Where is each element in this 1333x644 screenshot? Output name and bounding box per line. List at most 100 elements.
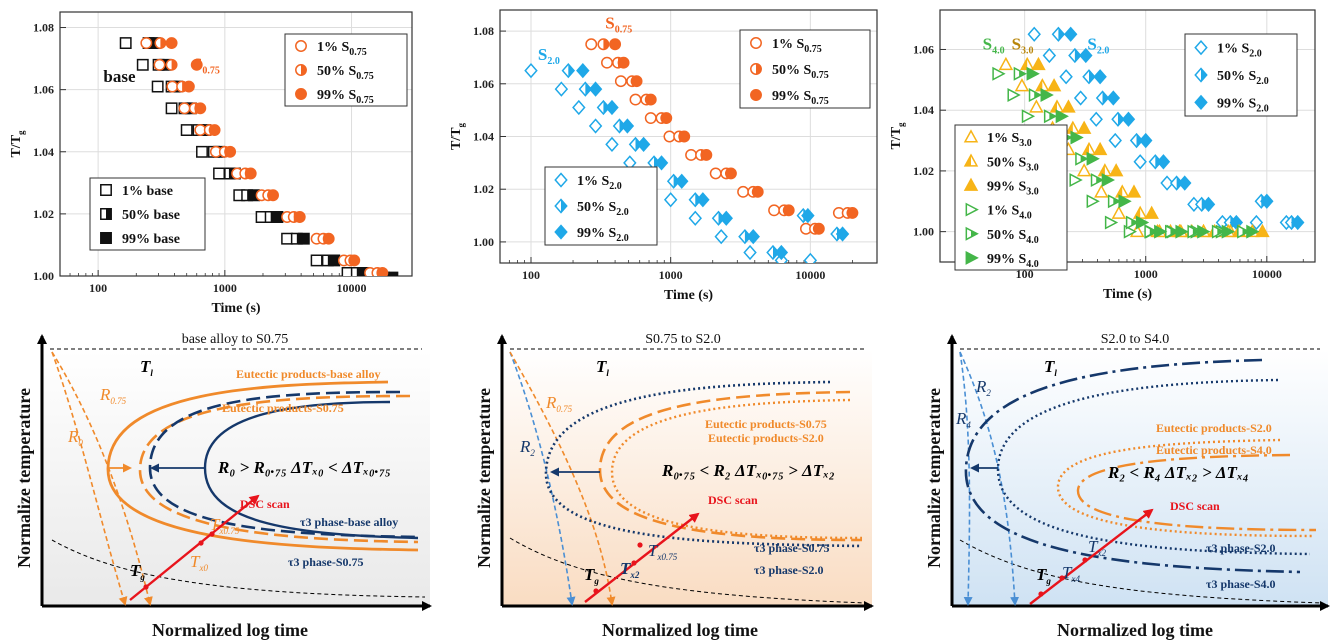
- data-point: [554, 81, 569, 97]
- data-point-fill: [1217, 228, 1224, 235]
- series-99-s4-0: [1026, 66, 1260, 239]
- diagram-xlabel: Normalized log time: [152, 620, 308, 640]
- diagram-panel-a: [37, 334, 432, 611]
- data-point: [524, 62, 538, 79]
- data-point: [998, 56, 1014, 71]
- legend-left: 1% S3.0 50% S3.0 99% S3.0 1% S4.0 50% S4.0 99…: [954, 124, 1068, 271]
- data-point: [719, 210, 733, 226]
- data-point: [1135, 215, 1150, 230]
- curve-label-eutectic-s4: Eutectic products-S4.0: [1156, 443, 1272, 457]
- diagram-background: [952, 350, 1328, 606]
- legend-marker: [295, 88, 307, 100]
- diagram-b-text: S0.75 to S2.0 Normalized log time Normal…: [474, 332, 835, 640]
- x-tick-label: 10000: [795, 268, 825, 282]
- curve-label-eutectic-s2: Eutectic products-S2.0: [708, 431, 824, 445]
- legend-label: 1% S4.0: [987, 204, 1032, 222]
- legend-label: 50% base: [122, 208, 180, 223]
- relation-text: R₀ > R₀.₇₅ ΔTₓ₀ < ΔTₓ₀.₇₅: [217, 458, 391, 477]
- legend-top-right: 1% S0.75 50% S0.75 99% S0.75: [284, 33, 408, 107]
- glass-transition-curve: [959, 539, 1323, 604]
- data-point-fill: [1066, 122, 1073, 134]
- data-point: [835, 226, 850, 242]
- chart-annotation: S3.0: [1012, 34, 1034, 56]
- data-point: [1160, 175, 1174, 191]
- data-point: [1086, 194, 1100, 209]
- data-point: [1291, 214, 1305, 231]
- data-point: [803, 252, 818, 263]
- legend-label: 1% base: [122, 184, 173, 199]
- y-tick-label: 1.08: [33, 21, 54, 35]
- tau3-curve-base: [203, 400, 419, 540]
- legend-marker: [965, 250, 979, 265]
- legend-marker-fill: [1201, 68, 1207, 82]
- data-point: [1076, 163, 1092, 177]
- data-point-fill: [603, 39, 609, 50]
- legend-top-right: 1% S0.75 50% S0.75 99% S0.75: [739, 29, 871, 109]
- data-point: [1246, 224, 1260, 239]
- chart-panel-a: 100 1000 10000 1.00 1.02 1.04 1.06 1.08 Time (s)…: [9, 11, 413, 316]
- data-point: [1126, 184, 1142, 198]
- x-axis-label: Time (s): [211, 301, 260, 316]
- cooling-curve-r075: [51, 351, 153, 606]
- legend-label: 99% S4.0: [987, 252, 1039, 270]
- legend-label: 50% S4.0: [987, 228, 1039, 246]
- y-axis-label: T/Tg: [889, 122, 906, 150]
- data-point: [678, 130, 691, 143]
- data-point: [630, 75, 643, 88]
- data-point: [700, 148, 713, 161]
- data-point-fill: [1036, 79, 1043, 91]
- data-point: [1093, 69, 1107, 85]
- tx-point-a: [198, 540, 204, 546]
- data-point: [1139, 132, 1153, 149]
- data-point: [136, 58, 149, 71]
- legend-marker: [963, 177, 979, 191]
- data-point: [1175, 224, 1189, 239]
- data-point: [297, 232, 310, 245]
- legend-label: 99% base: [122, 232, 180, 247]
- data-point: [1154, 224, 1168, 239]
- series-layer: [992, 26, 1305, 239]
- tl-label: Tl: [140, 357, 153, 378]
- data-point: [1021, 109, 1036, 124]
- data-point: [663, 192, 678, 208]
- data-point: [166, 80, 179, 93]
- data-point: [1014, 78, 1030, 92]
- data-point: [588, 81, 603, 97]
- data-point: [281, 232, 294, 245]
- legend-label: 99% S0.75: [317, 88, 374, 106]
- data-point: [165, 37, 178, 50]
- chart-annotation: base: [103, 67, 136, 86]
- tx-label-b: Tx2: [620, 559, 640, 580]
- curve-label-tau3-s075: τ3 phase-S0.75: [754, 541, 830, 555]
- data-point-fill: [1170, 228, 1177, 235]
- y-tick-label: 1.00: [473, 235, 494, 249]
- data-point: [178, 102, 191, 115]
- data-point: [1046, 78, 1062, 92]
- series-layer: [119, 37, 399, 276]
- legend-marker-fill: [971, 230, 978, 238]
- data-point: [585, 38, 598, 51]
- cooling-curve-r075: [509, 351, 616, 606]
- legend-label: 99% S0.75: [772, 89, 829, 107]
- data-point: [654, 155, 669, 171]
- data-point: [1104, 215, 1119, 230]
- legend-marker: [100, 232, 112, 244]
- tau3-curve-s2: [544, 380, 863, 548]
- data-point: [572, 99, 586, 116]
- data-point: [743, 244, 757, 261]
- legend-box: [954, 124, 1068, 271]
- curve-label-tau3-s2: τ3 phase-S2.0: [754, 563, 824, 577]
- data-point: [614, 75, 627, 88]
- data-point-fill: [1080, 155, 1087, 163]
- cooling-curve-r0: [51, 351, 128, 606]
- data-point: [663, 130, 676, 143]
- diagram-xlabel: Normalized log time: [602, 620, 758, 640]
- y-tick-label: 1.08: [473, 24, 494, 38]
- y-tick-label: 1.02: [473, 182, 494, 196]
- data-point: [1201, 196, 1216, 212]
- series-1-s3-0: [998, 56, 1238, 238]
- data-point: [1069, 173, 1083, 187]
- data-point: [724, 167, 737, 180]
- data-point-fill: [171, 59, 177, 70]
